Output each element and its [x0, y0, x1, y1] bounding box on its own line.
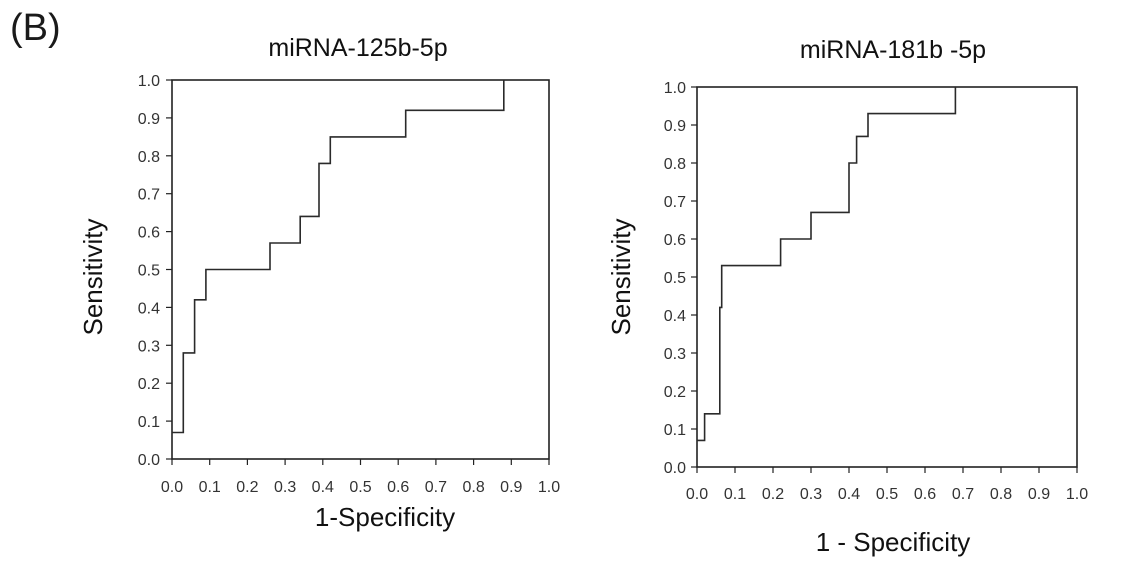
x-tick-label: 0.2	[236, 479, 258, 496]
y-tick-label: 0.6	[138, 225, 160, 242]
x-tick-label: 0.0	[686, 486, 708, 503]
x-tick-label: 0.6	[914, 486, 936, 503]
x-tick-label: 1.0	[1066, 486, 1088, 503]
x-tick-label: 0.0	[161, 479, 183, 496]
y-tick-label: 0.6	[664, 232, 686, 249]
y-tick-label: 0.8	[138, 149, 160, 166]
x-tick-label: 1.0	[538, 479, 560, 496]
x-tick-label: 0.4	[838, 486, 860, 503]
chart-title: miRNA-181b -5p	[800, 36, 986, 64]
y-tick-label: 0.1	[138, 414, 160, 431]
y-tick-label: 0.2	[664, 384, 686, 401]
y-axis-label: Sensitivity	[78, 218, 108, 335]
roc-curve	[697, 87, 957, 442]
y-tick-label: 0.9	[664, 118, 686, 135]
y-tick-label: 1.0	[138, 73, 160, 90]
x-tick-label: 0.5	[876, 486, 898, 503]
y-axis-label: Sensitivity	[606, 218, 636, 335]
panel-label: (B)	[10, 7, 61, 49]
y-tick-label: 0.5	[138, 263, 160, 280]
y-tick-label: 0.0	[664, 460, 686, 477]
x-axis-label: 1-Specificity	[315, 502, 455, 532]
x-tick-label: 0.9	[500, 479, 522, 496]
x-tick-label: 0.5	[349, 479, 371, 496]
chart-left: miRNA-125b-5p 1-Specificity Sensitivity …	[78, 34, 560, 532]
y-tick-label: 0.4	[138, 300, 160, 317]
y-tick-label: 0.2	[138, 376, 160, 393]
y-tick-label: 0.3	[138, 338, 160, 355]
y-tick-label: 0.4	[664, 308, 686, 325]
x-axis-label: 1 - Specificity	[816, 527, 971, 557]
x-tick-label: 0.8	[462, 479, 484, 496]
x-tick-label: 0.3	[274, 479, 296, 496]
y-tick-label: 0.3	[664, 346, 686, 363]
chart-title: miRNA-125b-5p	[268, 34, 447, 62]
x-tick-label: 0.7	[952, 486, 974, 503]
y-tick-label: 0.0	[138, 452, 160, 469]
x-tick-label: 0.7	[425, 479, 447, 496]
x-tick-label: 0.9	[1028, 486, 1050, 503]
y-tick-label: 0.8	[664, 156, 686, 173]
x-tick-label: 0.6	[387, 479, 409, 496]
plot-area: 0.0 0.1 0.2 0.3 0.4 0.5 0.6 0.7 0.8 0.9 1.0 0.0 0.1 0…	[138, 73, 560, 496]
x-tick-label: 0.2	[762, 486, 784, 503]
plot-area: 0.0 0.1 0.2 0.3 0.4 0.5 0.6 0.7 0.8 0.9 1.0 0.0 0.1 0…	[664, 80, 1088, 503]
x-tick-label: 0.8	[990, 486, 1012, 503]
x-tick-label: 0.1	[199, 479, 221, 496]
chart-right: miRNA-181b -5p 1 - Specificity Sensitivi…	[606, 36, 1088, 557]
roc-curve	[172, 80, 505, 434]
y-tick-label: 0.9	[138, 111, 160, 128]
y-tick-label: 0.1	[664, 422, 686, 439]
x-tick-label: 0.1	[724, 486, 746, 503]
y-tick-label: 0.7	[138, 187, 160, 204]
x-tick-label: 0.3	[800, 486, 822, 503]
y-tick-label: 0.7	[664, 194, 686, 211]
x-tick-label: 0.4	[312, 479, 334, 496]
y-tick-label: 0.5	[664, 270, 686, 287]
y-tick-label: 1.0	[664, 80, 686, 97]
plot-frame	[696, 86, 1078, 468]
